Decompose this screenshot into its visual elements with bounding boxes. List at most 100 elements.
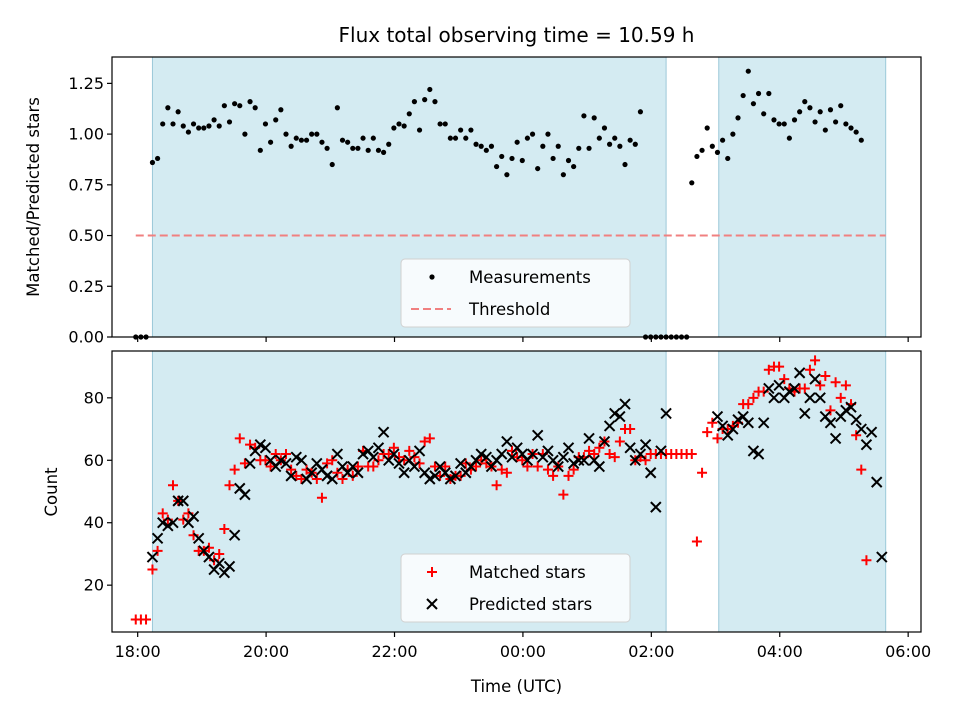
predicted-star-marker	[444, 473, 457, 485]
measurement-point	[406, 111, 412, 117]
predicted-star-marker	[583, 432, 595, 445]
observing-interval-band	[718, 350, 887, 633]
chart-title: Flux total observing time = 10.59 h	[339, 23, 695, 47]
predicted-star-marker	[562, 442, 575, 454]
matched-star-marker	[712, 433, 723, 444]
measurement-point	[529, 131, 536, 137]
matched-star-marker	[810, 355, 821, 366]
measurement-point	[468, 127, 474, 133]
predicted-star-marker	[429, 470, 441, 482]
measurement-point	[416, 127, 423, 133]
measurement-point	[596, 135, 602, 141]
matched-star-marker	[429, 461, 440, 472]
predicted-star-marker	[614, 410, 626, 423]
predicted-star-marker	[768, 392, 780, 404]
measurement-point	[170, 121, 176, 127]
predicted-star-marker	[167, 517, 179, 529]
x-tick-label: 22:00	[371, 642, 417, 661]
predicted-star-marker	[845, 401, 857, 413]
matched-star-marker	[532, 461, 543, 472]
measurement-point	[838, 103, 844, 109]
y-tick-label: 0.00	[68, 328, 104, 347]
predicted-star-marker	[192, 532, 205, 545]
measurement-point	[535, 165, 541, 172]
matched-star-marker	[327, 455, 338, 466]
measurement-point	[786, 135, 792, 141]
matched-star-marker	[245, 439, 256, 450]
measurement-point	[267, 139, 274, 145]
measurement-point	[730, 131, 736, 137]
measurement-point	[201, 125, 207, 131]
measurement-point	[853, 129, 859, 135]
predicted-star-marker	[650, 501, 662, 513]
predicted-star-marker	[506, 451, 518, 463]
legend-marker-measurements	[429, 274, 435, 280]
predicted-star-marker	[660, 407, 672, 420]
legend-label: Threshold	[468, 300, 550, 319]
measurement-point	[216, 123, 222, 129]
measurement-point	[817, 109, 823, 115]
matched-star-marker	[743, 399, 754, 410]
legend-box	[400, 553, 631, 623]
measurement-point	[422, 97, 428, 103]
measurement-point	[524, 135, 531, 141]
predicted-star-marker	[213, 557, 225, 570]
predicted-star-marker	[655, 445, 667, 457]
predicted-star-marker	[531, 429, 544, 442]
measurement-point	[483, 147, 489, 153]
measurement-point	[411, 99, 418, 105]
measurement-point	[581, 113, 587, 119]
predicted-star-marker	[634, 448, 647, 460]
y-tick-label: 20	[84, 576, 104, 595]
measurement-point	[355, 145, 361, 151]
matched-star-marker	[224, 480, 235, 491]
measurement-point	[427, 86, 433, 93]
predicted-star-marker	[285, 470, 297, 482]
matched-star-marker	[702, 427, 713, 438]
measurement-point	[386, 141, 392, 147]
predicted-star-marker	[578, 454, 590, 466]
predicted-star-marker	[824, 417, 837, 429]
measurement-point	[540, 143, 546, 149]
matched-star-marker	[563, 470, 574, 481]
matched-star-marker	[589, 449, 600, 460]
matched-star-marker	[167, 480, 178, 491]
matched-star-marker	[316, 492, 327, 503]
measurement-point	[560, 172, 566, 178]
matched-star-marker	[496, 464, 507, 475]
x-tick-label: 06:00	[885, 642, 931, 661]
y-axis-label-count: Count	[42, 467, 61, 517]
predicted-star-marker	[367, 451, 380, 463]
predicted-star-marker	[757, 417, 770, 429]
matched-star-marker	[491, 480, 502, 491]
matched-star-marker	[404, 445, 415, 456]
measurement-point	[283, 131, 289, 137]
measurement-point	[370, 135, 376, 141]
x-axis-label: Time (UTC)	[470, 677, 562, 696]
measurement-point	[232, 101, 238, 107]
measurement-point	[458, 127, 464, 133]
predicted-star-marker	[865, 426, 878, 438]
predicted-star-marker	[295, 454, 308, 466]
matched-star-marker	[291, 470, 302, 481]
matched-star-marker	[270, 449, 281, 460]
predicted-star-marker	[742, 417, 754, 429]
predicted-star-marker	[151, 532, 164, 545]
matched-star-marker	[815, 380, 826, 391]
observing-interval-band	[718, 56, 887, 338]
measurement-point	[149, 159, 156, 166]
measurement-point	[262, 121, 269, 127]
matched-star-marker	[548, 470, 559, 481]
predicted-star-marker	[609, 407, 621, 420]
measurement-point	[499, 153, 505, 160]
measurement-point	[401, 123, 407, 129]
matched-star-marker	[501, 467, 512, 478]
measurement-point	[180, 123, 186, 129]
matched-star-marker	[286, 464, 297, 475]
x-tick-label: 18:00	[115, 642, 161, 661]
predicted-star-marker	[639, 438, 652, 451]
measurement-point	[221, 103, 227, 109]
measurement-point	[185, 129, 192, 135]
predicted-star-marker	[480, 451, 493, 463]
predicted-star-marker	[773, 379, 785, 392]
